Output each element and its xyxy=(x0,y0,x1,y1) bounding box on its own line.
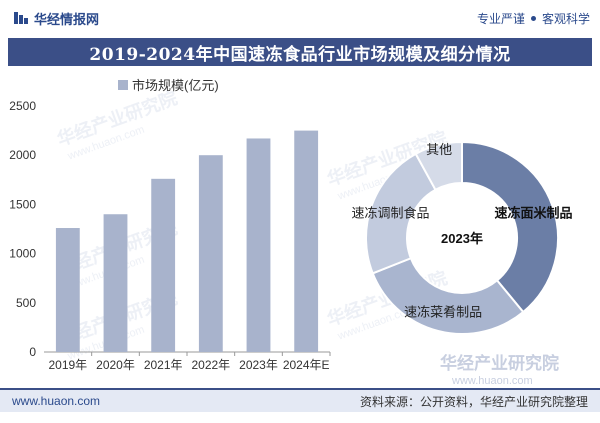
bar xyxy=(103,214,128,352)
bar xyxy=(246,138,271,352)
slogan-left: 专业严谨 xyxy=(476,11,525,26)
legend-swatch xyxy=(118,80,128,90)
footer-url[interactable]: www.huaon.com xyxy=(12,394,101,408)
bar xyxy=(151,178,176,352)
y-tick-label: 2000 xyxy=(9,148,36,162)
y-tick-label: 1000 xyxy=(9,247,36,261)
legend-label: 市场规模(亿元) xyxy=(132,78,219,93)
donut-slice xyxy=(414,140,463,192)
bar xyxy=(55,228,80,352)
bar xyxy=(198,155,223,352)
watermark-name-bottom: 华经产业研究院 xyxy=(440,353,559,373)
chart-title: 2019-2024年中国速冻食品行业市场规模及细分情况 xyxy=(8,38,592,66)
slogan-right: 客观科学 xyxy=(541,11,590,26)
slogan: 专业严谨 客观科学 xyxy=(477,10,590,27)
donut-slice-label: 速冻菜肴制品 xyxy=(404,305,482,320)
donut-slice-label: 其他 xyxy=(426,142,452,157)
x-tick-label: 2024年E xyxy=(283,358,330,372)
x-tick-label: 2021年 xyxy=(144,358,183,372)
brand-name: 华经情报网 xyxy=(34,11,100,27)
watermark-url-bottom: www.huaon.com xyxy=(451,375,533,387)
x-tick-label: 2019年 xyxy=(48,358,87,372)
x-tick-label: 2022年 xyxy=(191,358,230,372)
slogan-dot-icon xyxy=(530,15,536,21)
top-bar: 华经情报网 专业严谨 客观科学 xyxy=(0,0,600,36)
y-tick-label: 500 xyxy=(16,296,36,310)
donut-center-label: 2023年 xyxy=(441,231,483,246)
brand: 华经情报网 xyxy=(14,9,99,28)
x-tick-label: 2020年 xyxy=(96,358,135,372)
bar xyxy=(294,130,319,352)
donut-slice-label: 速冻调制食品 xyxy=(351,205,429,220)
donut-slice xyxy=(371,256,525,335)
donut-slice-label: 速冻面米制品 xyxy=(494,205,572,220)
footer: www.huaon.com 资料来源：公开资料，华经产业研究院整理 xyxy=(0,388,600,412)
y-tick-label: 2500 xyxy=(9,99,36,113)
footer-source: 资料来源：公开资料，华经产业研究院整理 xyxy=(359,394,588,409)
brand-logo-icon xyxy=(14,12,28,24)
x-tick-label: 2023年 xyxy=(239,358,278,372)
donut-slice xyxy=(461,140,559,314)
y-tick-label: 0 xyxy=(29,345,36,359)
y-tick-label: 1500 xyxy=(9,197,36,211)
